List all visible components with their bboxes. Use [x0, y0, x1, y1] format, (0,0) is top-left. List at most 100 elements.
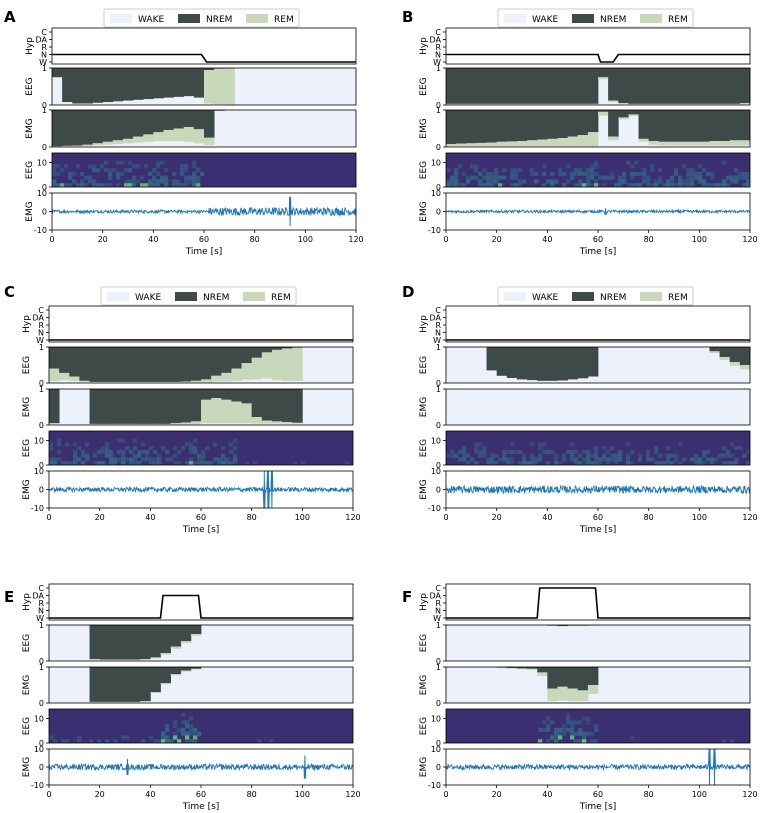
spectrogram-cell [97, 461, 102, 466]
eeg-probability-rem-bar [577, 103, 589, 105]
spectrogram-cell [566, 716, 571, 721]
legend-box [497, 286, 694, 306]
spectrogram-cell [498, 183, 503, 188]
spectrogram-cell [129, 457, 134, 462]
hypnogram-frame [48, 305, 354, 343]
spectrogram-cell [93, 461, 98, 466]
x-tick-label-0: 0 [46, 790, 51, 799]
eeg-probability-rem-bar [709, 351, 720, 354]
spectrogram-cell [165, 735, 170, 740]
emg-probability-rem-bar [201, 399, 212, 424]
spectrogram-cell [690, 171, 695, 176]
emg-probability-frame [445, 388, 751, 426]
emg-probability-rem-bar [446, 144, 457, 147]
spectrogram-cell [542, 164, 547, 169]
eeg-probability-nrem-bar [69, 347, 80, 377]
spectrogram-cell [157, 457, 162, 462]
spectrogram-cell [534, 457, 539, 462]
spectrogram-cell [189, 442, 194, 447]
spectrogram-cell [105, 446, 110, 451]
emg-probability-rem-bar [557, 138, 568, 147]
spectrogram-cell [116, 160, 121, 165]
legend: WAKE NREM REM [100, 286, 297, 306]
emg-probability-nrem-bar [99, 667, 111, 702]
spectrogram-cell [582, 183, 587, 188]
panel-b: B WAKE NREM REMCDARNWHyp01EEG01EMG010EEG-10… [402, 8, 758, 257]
hypnogram-frame [445, 27, 751, 65]
legend-swatch-nrem [572, 292, 594, 301]
spectrogram-cell [502, 449, 507, 454]
eeg-probability-nrem-bar [486, 68, 498, 104]
spectrogram-cell [482, 449, 487, 454]
hyp-tick-c: C [435, 584, 441, 593]
spectrogram-cell [121, 438, 126, 443]
spectrogram-cell [81, 461, 86, 466]
spectrogram-cell [64, 183, 69, 188]
spectrogram-bg [446, 709, 750, 743]
spectrogram-cell [514, 183, 519, 188]
emg-probability-nrem-bar [516, 667, 528, 669]
spectrogram-cell [153, 739, 158, 744]
legend-label-rem: REM [668, 15, 688, 25]
eeg-probability-rem-bar [719, 103, 731, 105]
spectrogram-cell [554, 739, 559, 744]
spectrogram-cell [193, 461, 198, 466]
eeg-probability-nrem-bar [261, 347, 273, 353]
emg-probability-frame [48, 388, 354, 426]
spectrogram-cell [474, 449, 479, 454]
hyp-tick-c: C [41, 28, 47, 37]
eeg-probability-rem-bar [130, 659, 141, 661]
spectrogram-cell [538, 446, 543, 451]
spectrogram-cell [53, 739, 58, 744]
spectrogram-cell [486, 183, 491, 188]
spectrogram-axis-label: EEG [25, 161, 35, 179]
spectrogram-cell [574, 731, 579, 736]
spectrogram-cell [494, 461, 499, 466]
spectrogram-cell [192, 160, 197, 165]
spectrogram-cell [97, 739, 102, 744]
emg-probability-nrem-bar [668, 110, 680, 142]
emg-probability-rem-bar [527, 668, 538, 670]
eeg-probability-nrem-bar [130, 347, 141, 382]
spectrogram-cell [49, 442, 54, 447]
eeg-probability-rem-bar [466, 103, 477, 105]
spectrogram-cell [149, 446, 154, 451]
spectrogram-cell [185, 739, 190, 744]
hypnogram-bg [446, 306, 750, 342]
spectrogram-cell [233, 438, 238, 443]
emg-probability-axis-label: EMG [419, 118, 429, 138]
hyp-tick-r: R [435, 321, 441, 330]
spectrogram-cell [73, 453, 78, 458]
spectrogram-cell [121, 457, 126, 462]
spectrogram-cell [730, 739, 735, 744]
spectrogram-cell [132, 179, 137, 184]
eeg-probability-wake-area [446, 625, 750, 661]
eeg-probability-axis-label: EEG [419, 634, 429, 652]
spectrogram-cell [490, 461, 495, 466]
emg-probability-nrem-bar [537, 667, 548, 673]
emg-probability-rem-bar [109, 423, 121, 425]
spectrogram-cell [229, 461, 234, 466]
spectrogram-cell [454, 453, 459, 458]
spectrogram-cell [152, 179, 157, 184]
spectrogram-cell [690, 175, 695, 180]
emg-probability-nrem-bar [122, 110, 134, 139]
spectrogram-cell [690, 183, 695, 188]
x-tick-label-40: 40 [542, 513, 552, 522]
spectrogram-cell [678, 175, 683, 180]
spectrogram-cell [586, 171, 591, 176]
eeg-probability-nrem-bar [456, 68, 467, 104]
emg-probability-nrem-bar [180, 667, 192, 671]
spectrogram-cell [462, 449, 467, 454]
spectrogram-cell [578, 171, 583, 176]
eeg-probability-rem-bar [739, 103, 751, 105]
emg-probability-nrem-bar [739, 110, 751, 141]
eeg-probability-rem-bar [150, 657, 161, 659]
eeg-probability-nrem-bar [567, 68, 579, 104]
spectrogram-cell [646, 183, 651, 188]
spectrogram-cell [57, 442, 62, 447]
eeg-probability-nrem-bar [180, 347, 192, 382]
spectrogram-cell [738, 446, 743, 451]
eeg-probability-nrem-bar [577, 347, 589, 379]
emg-probability-nrem-bar [699, 110, 710, 142]
